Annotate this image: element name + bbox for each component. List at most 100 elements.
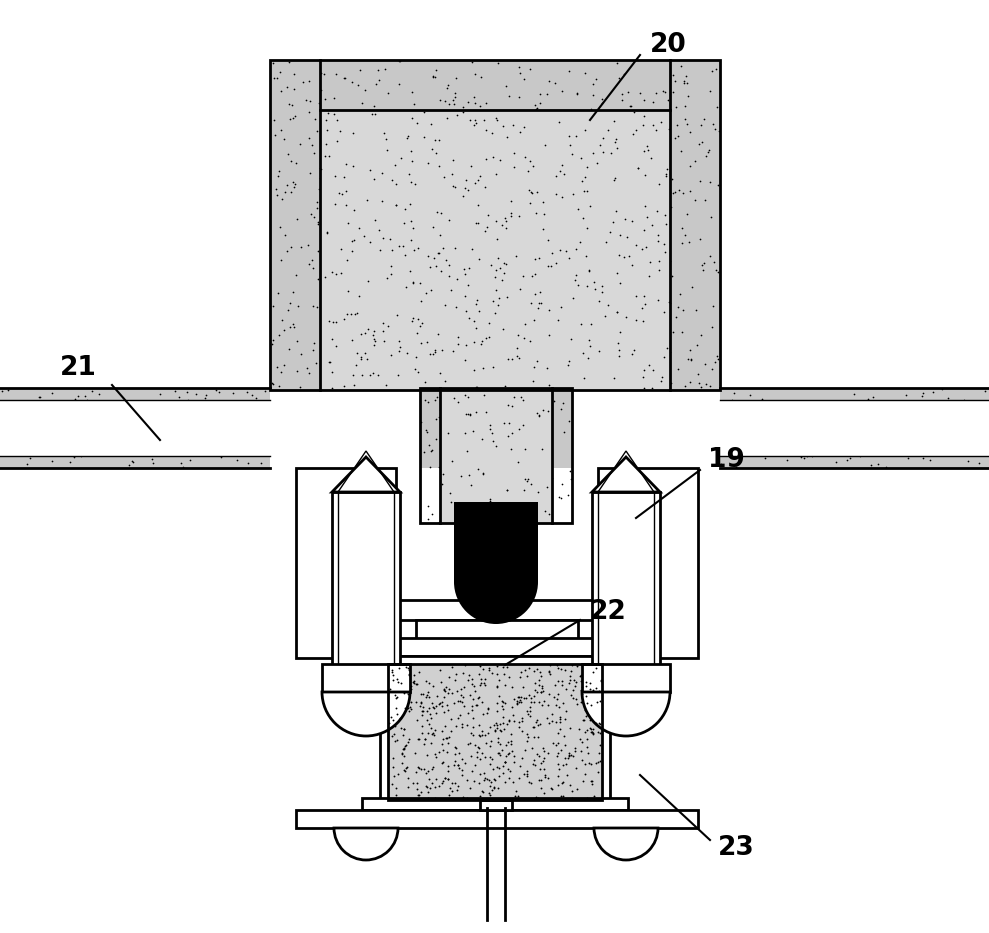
Point <box>494 742 510 757</box>
Point <box>477 388 493 403</box>
Point <box>602 225 618 240</box>
Point <box>376 333 392 348</box>
Point <box>484 425 499 440</box>
Point <box>843 450 858 465</box>
Point <box>161 399 177 414</box>
Point <box>565 291 581 306</box>
Point <box>587 680 603 695</box>
Point <box>266 112 282 127</box>
Point <box>441 787 457 802</box>
Point <box>441 258 457 272</box>
Point <box>439 745 455 759</box>
Point <box>555 189 571 204</box>
Point <box>485 359 500 374</box>
Point <box>446 382 462 397</box>
Point <box>439 324 455 339</box>
Point <box>420 511 436 526</box>
Point <box>614 136 630 151</box>
Point <box>452 694 468 709</box>
Point <box>45 406 61 421</box>
Point <box>728 459 744 474</box>
Point <box>600 298 616 313</box>
Point <box>634 150 650 165</box>
Point <box>407 746 423 761</box>
Point <box>682 184 698 199</box>
Point <box>527 319 543 334</box>
Point <box>548 255 564 270</box>
Point <box>362 368 378 383</box>
Point <box>621 229 637 244</box>
Point <box>531 677 547 692</box>
Point <box>624 362 640 377</box>
Point <box>677 227 693 242</box>
Point <box>343 304 359 319</box>
Point <box>418 124 434 139</box>
Point <box>379 271 395 285</box>
Point <box>339 306 355 321</box>
Point <box>647 355 663 370</box>
Point <box>463 688 479 703</box>
Point <box>277 228 293 243</box>
Point <box>430 215 446 230</box>
Point <box>643 225 659 240</box>
Point <box>500 428 516 443</box>
Point <box>482 456 497 471</box>
Point <box>557 729 573 744</box>
Point <box>283 185 299 200</box>
Point <box>460 736 476 751</box>
Point <box>722 413 738 428</box>
Point <box>592 673 608 688</box>
Point <box>707 355 723 369</box>
Wedge shape <box>582 692 670 736</box>
Point <box>644 171 660 186</box>
Point <box>726 386 742 401</box>
Point <box>496 265 512 280</box>
Point <box>496 721 512 736</box>
Point <box>308 111 323 126</box>
Point <box>523 228 539 243</box>
Point <box>287 82 303 97</box>
Point <box>497 379 513 394</box>
Point <box>555 677 571 692</box>
Point <box>609 372 625 387</box>
Point <box>409 231 425 246</box>
Point <box>502 726 518 741</box>
Point <box>45 425 61 440</box>
Point <box>316 91 332 106</box>
Point <box>530 790 546 805</box>
Point <box>876 417 892 432</box>
Point <box>607 268 623 283</box>
Point <box>404 313 419 328</box>
Point <box>556 175 572 190</box>
Point <box>483 774 498 789</box>
Point <box>437 683 453 698</box>
Point <box>634 326 650 341</box>
Point <box>529 185 545 200</box>
Point <box>371 73 387 88</box>
Point <box>494 272 510 287</box>
Point <box>625 127 641 142</box>
Point <box>489 327 504 342</box>
Point <box>469 697 485 712</box>
Point <box>88 434 104 449</box>
Point <box>871 398 887 413</box>
Point <box>774 414 790 429</box>
Point <box>447 90 463 104</box>
Point <box>403 285 418 299</box>
Point <box>645 216 661 231</box>
Point <box>743 398 759 413</box>
Point <box>469 510 485 525</box>
Point <box>554 477 570 492</box>
Point <box>555 312 571 327</box>
Bar <box>592 492 660 692</box>
Point <box>483 418 498 433</box>
Point <box>431 403 447 418</box>
Point <box>431 132 447 147</box>
Point <box>687 153 703 168</box>
Point <box>582 682 597 697</box>
Point <box>391 334 406 349</box>
Point <box>250 432 266 447</box>
Point <box>298 92 314 107</box>
Point <box>710 352 726 367</box>
Point <box>469 509 485 524</box>
